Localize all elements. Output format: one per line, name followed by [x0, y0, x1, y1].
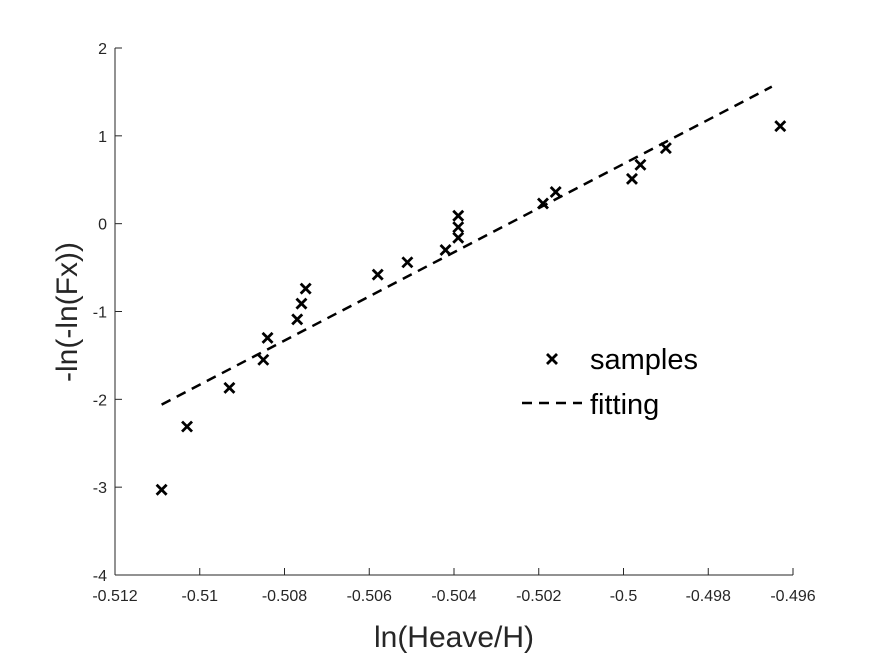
sample-point [401, 256, 414, 269]
x-axis-title: ln(Heave/H) [374, 621, 534, 654]
y-tick-label: 1 [98, 129, 107, 146]
x-tick-label: -0.5 [610, 588, 638, 605]
samples-series [155, 120, 787, 496]
sample-point [774, 120, 787, 133]
x-tick-label: -0.506 [347, 588, 392, 605]
x-tick-label: -0.496 [770, 588, 815, 605]
x-tick-label: -0.508 [262, 588, 307, 605]
x-tick-label: -0.502 [516, 588, 561, 605]
sample-point [452, 209, 465, 222]
legend-marker-samples [546, 353, 558, 365]
fitting-series [161, 85, 773, 406]
sample-point [371, 268, 384, 281]
sample-point [536, 197, 549, 210]
sample-point [452, 231, 465, 244]
y-axis-title: -ln(-ln(Fx)) [51, 242, 84, 382]
sample-point [625, 172, 638, 185]
legend: samples fitting [522, 344, 698, 421]
axes [114, 48, 793, 576]
sample-point [261, 331, 274, 344]
legend-label-samples: samples [590, 344, 698, 376]
x-tick-label: -0.51 [182, 588, 219, 605]
y-tick-label: -2 [93, 392, 107, 409]
fitting-line [161, 85, 773, 406]
sample-point [659, 142, 672, 155]
x-tick-label: -0.504 [431, 588, 476, 605]
y-tick-label: -4 [93, 568, 107, 585]
sample-point [155, 483, 168, 496]
y-tick-label: 0 [98, 217, 107, 234]
y-axis-ticks: 2 1 0 -1 -2 -3 -4 [93, 41, 122, 585]
x-tick-label: -0.498 [686, 588, 731, 605]
x-axis-ticks: -0.512 -0.51 -0.508 -0.506 -0.504 -0.502 -0.5 -… [92, 568, 816, 605]
y-tick-label: 2 [98, 41, 107, 58]
y-tick-label: -3 [93, 480, 107, 497]
legend-label-fitting: fitting [590, 389, 659, 421]
y-tick-label: -1 [93, 305, 107, 322]
sample-point [549, 186, 562, 199]
sample-point [181, 420, 194, 433]
legend-entry-samples: samples [546, 344, 698, 376]
sample-point [295, 297, 308, 310]
sample-point [634, 158, 647, 171]
sample-point [257, 353, 270, 366]
sample-point [299, 282, 312, 295]
sample-point [291, 313, 304, 326]
x-tick-label: -0.512 [92, 588, 137, 605]
sample-point [439, 244, 452, 257]
sample-point [223, 381, 236, 394]
legend-entry-fitting: fitting [522, 389, 659, 421]
sample-point [452, 221, 465, 234]
